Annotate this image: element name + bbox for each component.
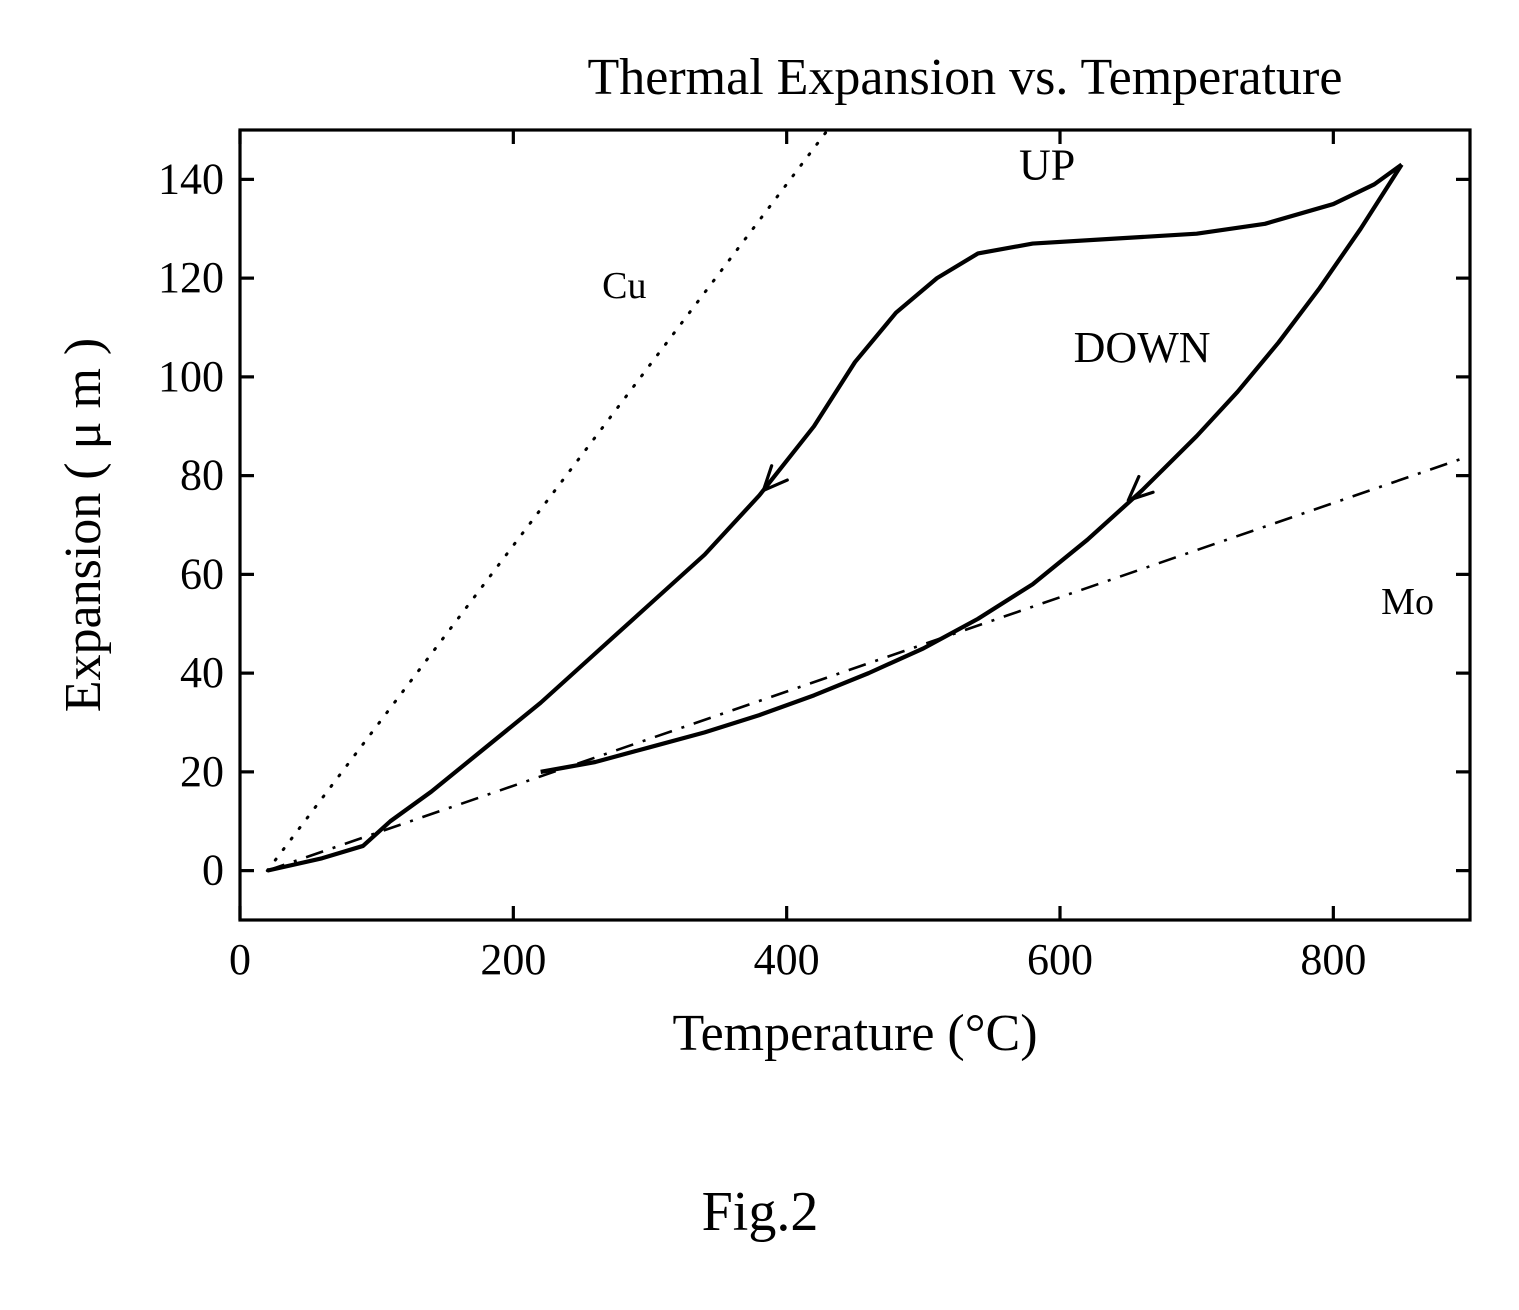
series-label-up: UP	[1019, 140, 1075, 189]
figure-label: Fig.2	[702, 1181, 819, 1243]
y-tick-label: 140	[158, 154, 224, 203]
series-label-mo: Mo	[1381, 581, 1434, 623]
y-tick-label: 100	[158, 352, 224, 401]
series-label-down: DOWN	[1074, 323, 1211, 372]
y-tick-label: 20	[180, 747, 224, 796]
x-axis-label: Temperature (°C)	[672, 1005, 1037, 1062]
x-tick-label: 800	[1300, 935, 1366, 984]
series-label-cu: Cu	[602, 265, 646, 307]
y-tick-label: 40	[180, 648, 224, 697]
plot-area	[240, 130, 1470, 920]
x-tick-label: 200	[480, 935, 546, 984]
y-tick-label: 60	[180, 549, 224, 598]
chart-title: Thermal Expansion vs. Temperature	[588, 49, 1343, 106]
x-tick-label: 600	[1027, 935, 1093, 984]
y-axis-label: Expansion ( μ m )	[55, 338, 112, 713]
y-tick-label: 80	[180, 451, 224, 500]
y-tick-label: 0	[202, 846, 224, 895]
x-tick-label: 400	[754, 935, 820, 984]
y-tick-label: 120	[158, 253, 224, 302]
x-tick-label: 0	[229, 935, 251, 984]
thermal-expansion-chart: 0 200 400 600 800 0 20 40 60 80 100 120 140 Cu Mo UP DO…	[0, 0, 1519, 1310]
